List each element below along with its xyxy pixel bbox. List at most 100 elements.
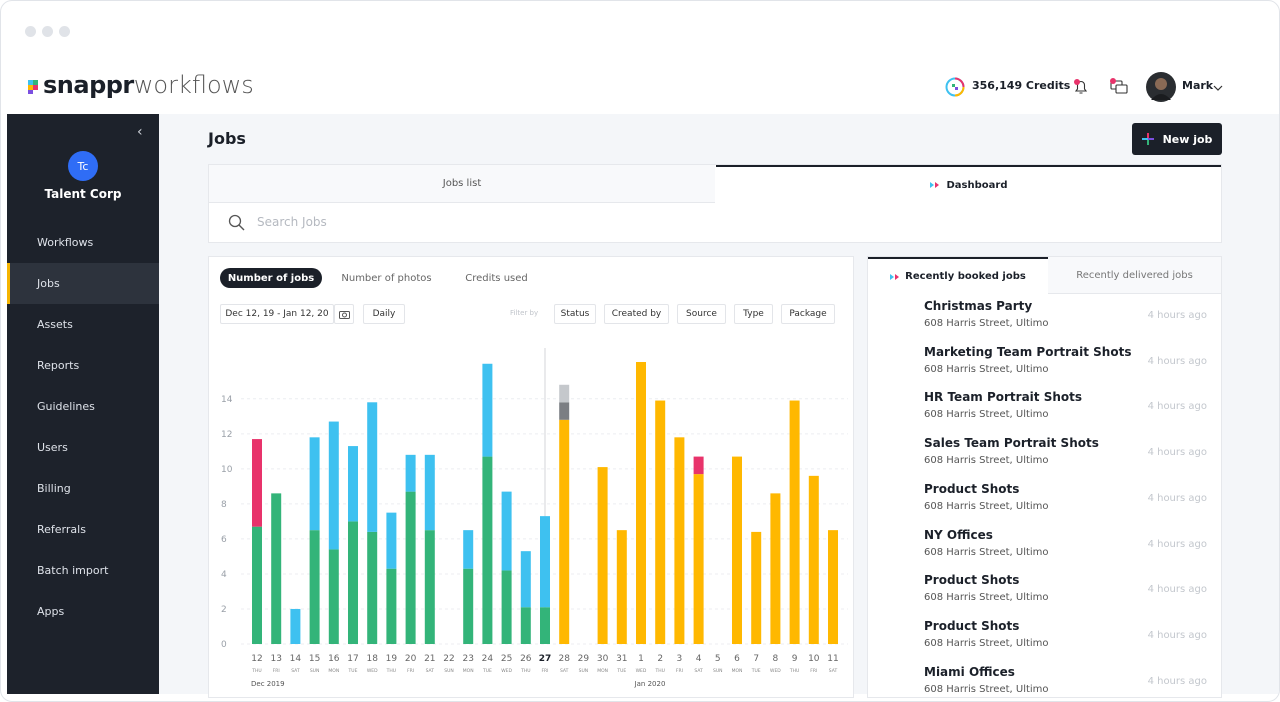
weekday-label: FRI: [273, 668, 280, 674]
calendar-button[interactable]: [334, 304, 354, 324]
x-tick-label: 1: [638, 654, 644, 664]
job-title: Christmas Party: [924, 299, 1033, 313]
weekday-label: FRI: [810, 668, 817, 674]
nav-item[interactable]: Reports: [7, 345, 159, 386]
bar-segment: [655, 400, 666, 644]
bar-segment: [367, 531, 378, 644]
bar-segment: [328, 549, 339, 644]
tab-icon: [929, 182, 939, 188]
weekday-label: WED: [367, 668, 378, 674]
metric-tab-active[interactable]: Number of jobs: [220, 268, 322, 288]
x-tick-label: 22: [443, 654, 454, 664]
weekday-label: WED: [501, 668, 512, 674]
bar-segment: [770, 493, 781, 644]
filter-button[interactable]: Created by: [604, 304, 669, 324]
tab-active[interactable]: Dashboard: [716, 165, 1221, 203]
bar-segment: [252, 439, 262, 527]
tab-icon: [890, 273, 900, 280]
sidebar: ‹ Tc Talent Corp Workflows Jobs Assets Repo…: [7, 114, 159, 694]
user-name[interactable]: Mark: [1182, 79, 1214, 92]
tab-active[interactable]: Recently booked jobs: [868, 257, 1048, 294]
weekday-label: WED: [636, 668, 647, 674]
nav-item[interactable]: Jobs: [7, 263, 159, 304]
bar-segment: [328, 421, 339, 550]
date-range[interactable]: Dec 12, 19 - Jan 12, 20: [220, 304, 334, 324]
metric-tab[interactable]: Credits used: [465, 272, 528, 284]
weekday-label: TUE: [348, 668, 358, 674]
weekday-label: THU: [386, 668, 396, 674]
bar-segment: [559, 384, 570, 403]
metric-tab[interactable]: Number of photos: [341, 272, 432, 284]
filter-button[interactable]: Package: [781, 304, 835, 324]
nav-item[interactable]: Apps: [7, 591, 159, 632]
job-title: NY Offices: [924, 527, 993, 542]
job-time: 4 hours ago: [1147, 401, 1207, 413]
bar-segment: [636, 362, 646, 644]
notifications-icon[interactable]: [1072, 78, 1090, 96]
recent-item[interactable]: Product Shots 608 Harris Street, Ultimo 4 …: [868, 477, 1223, 522]
filter-button[interactable]: Status: [554, 304, 596, 324]
nav-item[interactable]: Users: [7, 427, 159, 468]
bar-segment: [674, 437, 685, 644]
interval-select[interactable]: Daily: [363, 304, 405, 324]
tab-label: Recently booked jobs: [905, 271, 1026, 282]
window-dot: [25, 26, 36, 37]
recent-item[interactable]: HR Team Portrait Shots 608 Harris Street,…: [868, 385, 1223, 430]
nav-label: Billing: [37, 482, 71, 495]
user-avatar[interactable]: [1146, 72, 1176, 102]
bar-segment: [309, 530, 320, 644]
recent-item[interactable]: Sales Team Portrait Shots 608 Harris Stre…: [868, 431, 1223, 476]
x-tick-label: 5: [715, 654, 721, 664]
y-tick-label: 0: [221, 640, 227, 650]
filter-button[interactable]: Type: [734, 304, 773, 324]
x-tick-label: 6: [734, 654, 740, 664]
recent-item[interactable]: Product Shots 608 Harris Street, Ultimo 4 …: [868, 614, 1223, 659]
new-job-button[interactable]: New job: [1132, 123, 1222, 155]
search-input[interactable]: Search Jobs: [257, 215, 327, 229]
org-name: Talent Corp: [44, 187, 122, 201]
filter-button[interactable]: Source: [677, 304, 726, 324]
job-time: 4 hours ago: [1147, 310, 1207, 321]
credits[interactable]: 356,149 Credits: [972, 79, 1071, 92]
logo-brand: snappr: [43, 71, 134, 99]
weekday-label: THU: [251, 668, 261, 674]
recent-item[interactable]: Christmas Party 608 Harris Street, Ultimo…: [868, 294, 1223, 339]
weekday-label: SUN: [713, 668, 723, 674]
messages-icon[interactable]: [1109, 78, 1129, 96]
nav-item[interactable]: Billing: [7, 468, 159, 509]
recent-item[interactable]: Marketing Team Portrait Shots 608 Harris …: [868, 340, 1223, 385]
logo[interactable]: snapprworkflows: [43, 71, 254, 99]
weekday-label: SAT: [560, 668, 569, 674]
x-tick-label: 13: [270, 654, 281, 664]
weekday-label: SUN: [579, 668, 589, 674]
job-title: Miami Offices: [924, 664, 1015, 679]
job-time: 4 hours ago: [1147, 447, 1207, 459]
nav-label: Workflows: [37, 236, 94, 249]
x-tick-label: 17: [347, 654, 358, 664]
job-time: 4 hours ago: [1147, 538, 1207, 550]
bar-segment: [520, 551, 531, 608]
collapse-button[interactable]: ‹: [137, 124, 143, 140]
bar-segment: [463, 568, 474, 644]
nav-item[interactable]: Workflows: [7, 222, 159, 263]
nav-label: Jobs: [37, 277, 60, 290]
nav-item[interactable]: Referrals: [7, 509, 159, 550]
y-tick-label: 8: [221, 500, 227, 510]
org-avatar: Tc: [68, 151, 98, 181]
recent-item[interactable]: Miami Offices 608 Harris Street, Ultimo 4 …: [868, 660, 1223, 701]
job-address: 608 Harris Street, Ultimo: [924, 637, 1049, 649]
x-tick-label: 24: [482, 654, 494, 664]
bar-segment: [808, 475, 819, 644]
y-tick-label: 6: [221, 535, 227, 545]
weekday-label: MON: [597, 668, 608, 674]
recent-item[interactable]: Product Shots 608 Harris Street, Ultimo 4 …: [868, 568, 1223, 613]
month-label: Dec 2019: [251, 680, 285, 688]
nav-item[interactable]: Assets: [7, 304, 159, 345]
tab[interactable]: Recently delivered jobs: [1048, 257, 1221, 294]
nav-item[interactable]: Guidelines: [7, 386, 159, 427]
job-address: 608 Harris Street, Ultimo: [924, 363, 1049, 375]
tab[interactable]: Jobs list: [209, 165, 715, 203]
user-menu-chevron[interactable]: [1213, 84, 1223, 92]
nav-item[interactable]: Batch import: [7, 550, 159, 591]
recent-item[interactable]: NY Offices 608 Harris Street, Ultimo 4 hou…: [868, 523, 1223, 568]
